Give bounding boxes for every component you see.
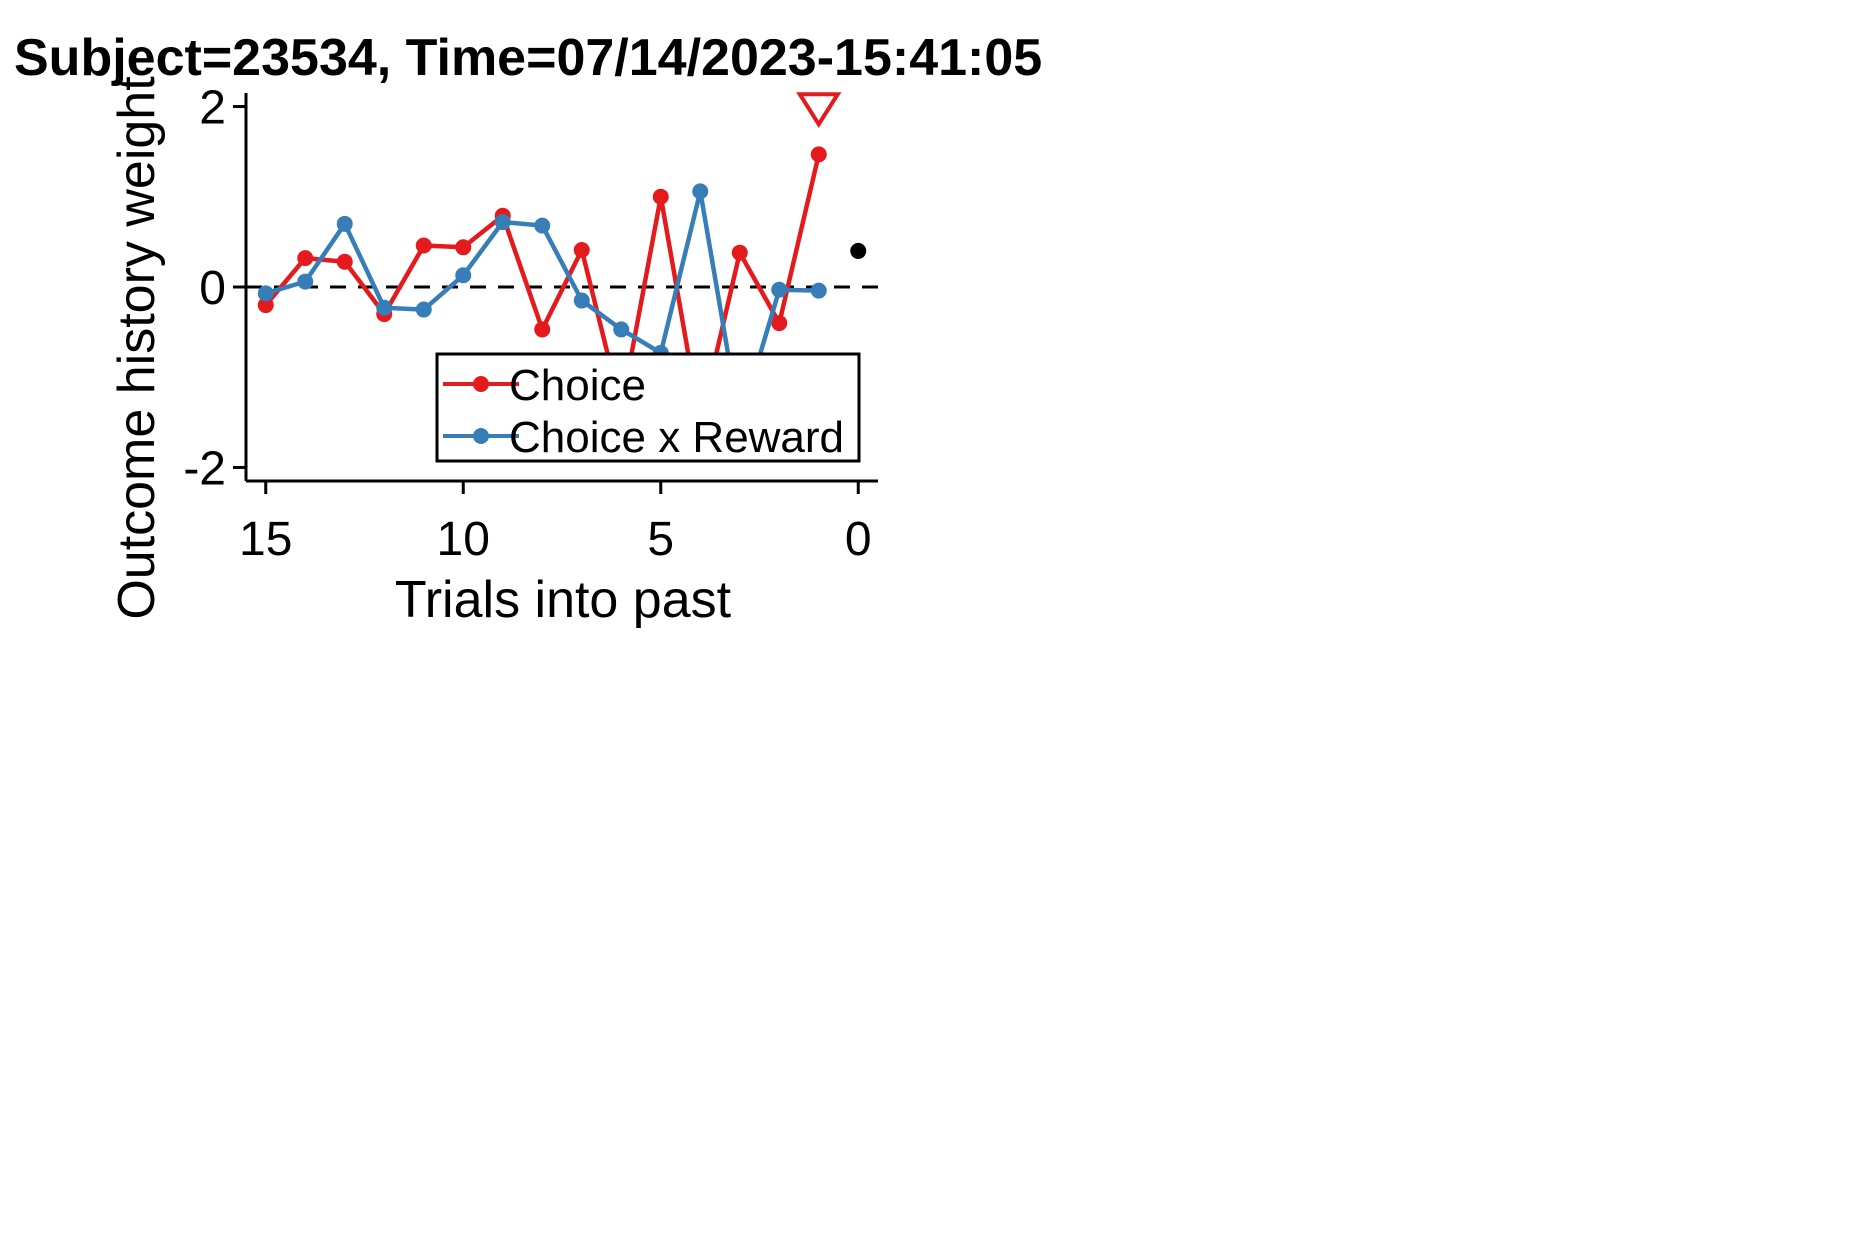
data-point-choice-trial-5 [652, 188, 669, 205]
data-point-choice-x-reward-trial-8 [534, 217, 551, 234]
legend-marker-choice-x-reward [473, 428, 489, 444]
legend-marker-choice [473, 376, 489, 392]
x-tick-label-5: 5 [647, 513, 674, 566]
x-tick-label-0: 0 [845, 513, 872, 566]
data-point-choice-x-reward-trial-14 [297, 273, 314, 290]
y-tick-label-0: 0 [199, 262, 226, 315]
data-point-choice-x-reward-trial-2 [771, 281, 788, 298]
data-point-choice-x-reward-trial-9 [494, 214, 511, 231]
data-point-choice-x-reward-trial-12 [376, 299, 393, 316]
data-point-choice-x-reward-trial-4 [692, 183, 709, 200]
data-point-choice-x-reward-trial-15 [257, 285, 274, 302]
plot-area: 2 0 -215 10 5 0 [183, 82, 878, 566]
legend: Choice Choice x Reward [435, 352, 861, 463]
significance-triangle-marker [796, 92, 842, 128]
x-axis-label: Trials into past [395, 571, 732, 629]
data-point-choice-trial-7 [573, 242, 590, 259]
data-point-choice-x-reward-trial-1 [810, 282, 827, 299]
data-point-choice-x-reward-trial-6 [613, 321, 630, 338]
data-point-choice-x-reward-trial-10 [455, 267, 472, 284]
data-point-choice-trial-8 [534, 321, 551, 338]
data-point-choice-trial-10 [455, 239, 472, 256]
data-point-choice-x-reward-trial-13 [336, 215, 353, 232]
data-point-choice-trial-11 [415, 237, 432, 254]
data-point-choice-trial-14 [297, 250, 314, 267]
bias-point [850, 242, 867, 259]
y-axis-label: Outcome history weight [108, 76, 166, 620]
data-point-choice-trial-15 [257, 297, 274, 314]
data-point-choice-trial-13 [336, 253, 353, 270]
data-point-choice-trial-2 [771, 315, 788, 332]
data-point-choice-trial-1 [810, 146, 827, 163]
legend-box [435, 352, 861, 463]
legend-label-choice-x-reward: Choice x Reward [509, 413, 844, 462]
y-tick-label-2: 2 [199, 82, 226, 135]
x-tick-label-15: 15 [239, 513, 292, 566]
data-point-choice-trial-3 [731, 244, 748, 261]
chart-title: Subject=23534, Time=07/14/2023-15:41:05 [14, 29, 1042, 87]
x-tick-label-10: 10 [437, 513, 490, 566]
legend-label-choice: Choice [509, 361, 646, 410]
data-point-choice-x-reward-trial-11 [415, 301, 432, 318]
data-point-choice-x-reward-trial-7 [573, 292, 590, 309]
y-tick-label-2: -2 [183, 442, 226, 495]
